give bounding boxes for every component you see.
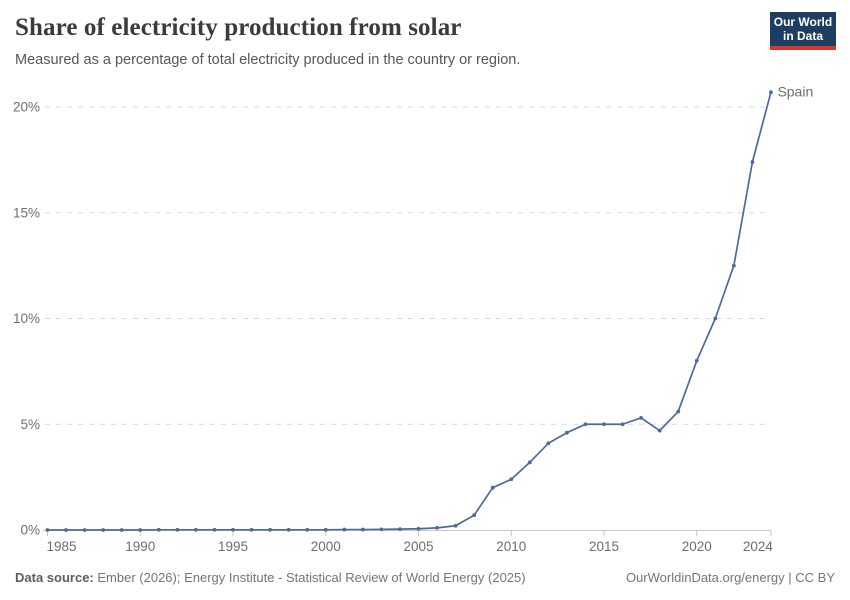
data-point[interactable]: [750, 160, 755, 164]
data-point[interactable]: [360, 527, 365, 532]
data-point[interactable]: [453, 523, 458, 528]
x-axis-tick-label: 2024: [743, 539, 774, 554]
y-axis-tick-label: 5%: [20, 417, 40, 432]
data-source-label: Data source:: [15, 570, 94, 585]
data-point[interactable]: [472, 513, 477, 518]
data-point[interactable]: [694, 358, 699, 363]
x-axis-tick-label: 1990: [125, 539, 155, 554]
owid-logo-line1: Our World: [773, 14, 833, 29]
x-axis-tick-label: 1985: [47, 539, 77, 554]
y-axis-tick-label: 20%: [13, 100, 40, 115]
y-axis-tick-label: 10%: [13, 311, 40, 326]
data-point[interactable]: [435, 525, 439, 530]
data-point[interactable]: [64, 528, 68, 532]
x-axis-tick-label: 2000: [311, 539, 341, 554]
data-point[interactable]: [138, 528, 143, 532]
data-point[interactable]: [398, 527, 402, 532]
data-point[interactable]: [286, 527, 291, 532]
data-point[interactable]: [509, 477, 514, 482]
owid-logo[interactable]: Our World in Data: [770, 12, 836, 50]
data-point[interactable]: [342, 527, 347, 532]
y-axis-tick-label: 0%: [20, 523, 40, 538]
data-point[interactable]: [620, 422, 625, 427]
data-point[interactable]: [268, 527, 272, 532]
data-point[interactable]: [731, 263, 736, 268]
x-axis-tick-label: 1995: [218, 539, 248, 554]
y-axis-tick-label: 15%: [13, 205, 40, 220]
data-point[interactable]: [194, 527, 198, 532]
chart-footer: Data source: Ember (2026); Energy Instit…: [15, 570, 835, 585]
x-axis-tick-label: 2020: [682, 539, 712, 554]
data-point[interactable]: [212, 527, 217, 532]
data-point[interactable]: [379, 527, 384, 532]
data-point[interactable]: [231, 527, 235, 532]
data-point[interactable]: [82, 528, 87, 532]
data-point[interactable]: [416, 526, 421, 531]
data-point[interactable]: [546, 441, 551, 446]
data-point[interactable]: [713, 316, 718, 321]
page-title: Share of electricity production from sol…: [15, 14, 462, 41]
series-label-spain[interactable]: Spain: [777, 84, 813, 100]
data-point[interactable]: [175, 527, 180, 532]
data-point[interactable]: [639, 416, 643, 420]
x-axis-tick-label: 2010: [496, 539, 526, 554]
owid-logo-line2: in Data: [782, 29, 823, 43]
data-point[interactable]: [45, 528, 50, 532]
page-subtitle: Measured as a percentage of total electr…: [15, 52, 521, 68]
data-point[interactable]: [676, 409, 681, 414]
data-point[interactable]: [249, 527, 254, 532]
data-point[interactable]: [565, 430, 569, 435]
x-axis-tick-label: 2005: [403, 539, 433, 554]
data-source-text: Ember (2026); Energy Institute - Statist…: [97, 570, 526, 585]
data-point[interactable]: [490, 485, 495, 490]
x-axis-tick-label: 2015: [589, 539, 619, 554]
data-point[interactable]: [119, 528, 124, 532]
data-point[interactable]: [527, 460, 532, 465]
solar-share-line[interactable]: [46, 91, 772, 531]
data-point[interactable]: [156, 527, 161, 532]
data-point[interactable]: [323, 527, 328, 532]
owid-url-license-link[interactable]: OurWorldinData.org/energy | CC BY: [625, 570, 835, 585]
data-point[interactable]: [602, 422, 606, 427]
data-point[interactable]: [769, 90, 773, 95]
data-point[interactable]: [101, 528, 106, 532]
data-point[interactable]: [305, 527, 310, 532]
data-point[interactable]: [657, 428, 662, 433]
data-source-note: Data source: Ember (2026); Energy Instit…: [15, 570, 526, 585]
data-point[interactable]: [583, 422, 588, 427]
